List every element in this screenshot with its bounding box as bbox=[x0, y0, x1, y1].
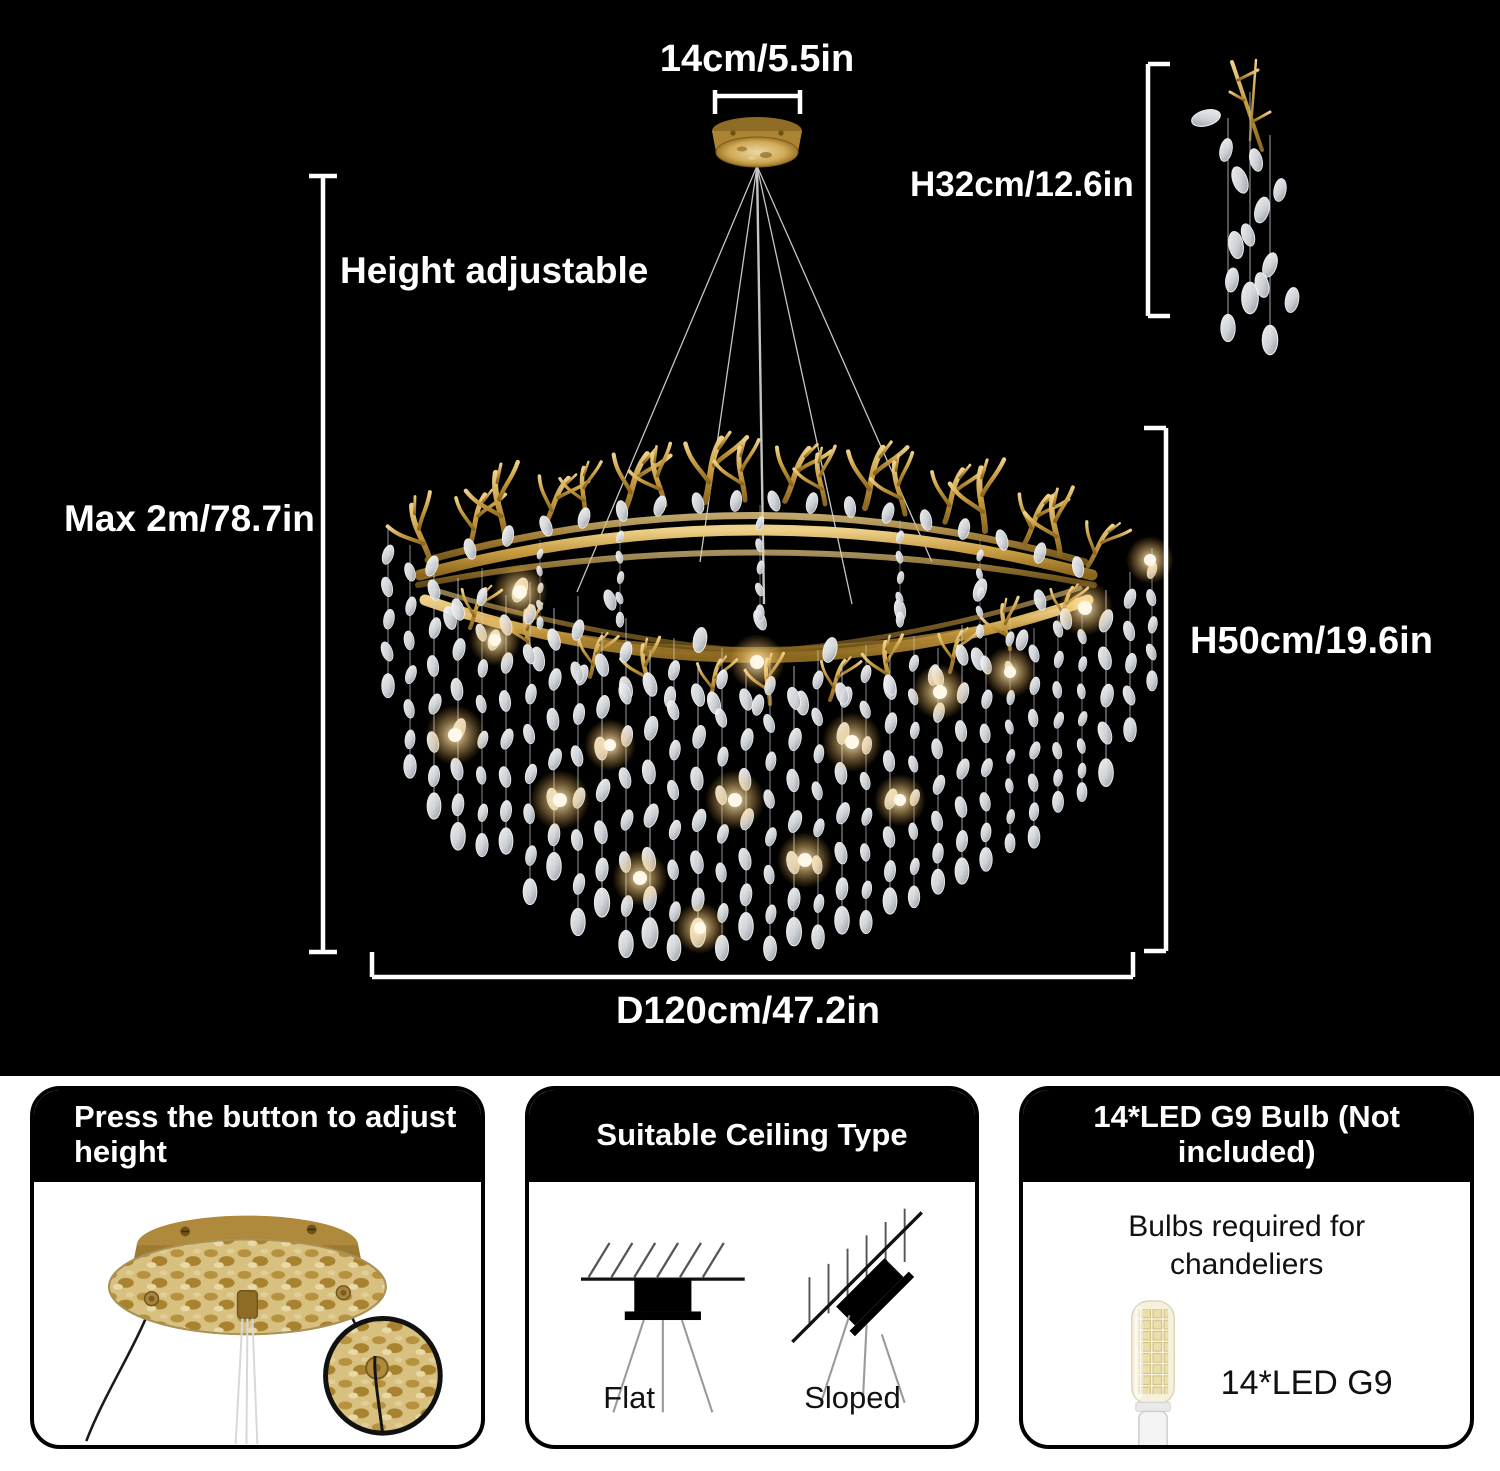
card-adjust-height: Press the button to adjust height bbox=[30, 1086, 485, 1449]
label-height-adjustable: Height adjustable bbox=[340, 250, 649, 291]
ceiling-type-icons bbox=[580, 1208, 923, 1413]
card-adjust-height-title: Press the button to adjust height bbox=[34, 1090, 481, 1182]
zoom-inset bbox=[323, 1315, 443, 1436]
card-ceiling-type-title: Suitable Ceiling Type bbox=[528, 1090, 976, 1182]
dimension-lines bbox=[309, 61, 1170, 980]
sloped-ceiling-icon bbox=[790, 1208, 923, 1404]
label-strand-height: H32cm/12.6in bbox=[910, 165, 1134, 204]
label-flat: Flat bbox=[603, 1380, 655, 1415]
bulb-count-label: 14*LED G9 bbox=[1220, 1363, 1393, 1402]
card-bulb-info: 14*LED G9 Bulb (Not included) Bulbs requ… bbox=[1019, 1086, 1475, 1449]
bulb-note: Bulbs required for chandeliers bbox=[1128, 1210, 1366, 1281]
label-diameter: D120cm/47.2in bbox=[615, 990, 881, 1032]
canopy-detail-illustration bbox=[85, 1215, 443, 1444]
dim-canopy-width bbox=[712, 90, 803, 114]
label-max-height: Max 2m/78.7in bbox=[64, 498, 315, 539]
canopy-photo bbox=[34, 1182, 481, 1445]
flat-ceiling-icon bbox=[580, 1242, 745, 1413]
led-g9-bulb-icon bbox=[1130, 1300, 1175, 1445]
chandelier-photo bbox=[309, 58, 1302, 980]
ceiling-canopy bbox=[712, 117, 802, 168]
dim-diameter bbox=[369, 952, 1136, 980]
label-fixture-height: H50cm/19.6in bbox=[1190, 620, 1433, 662]
label-canopy-width: 14cm/5.5in bbox=[659, 38, 855, 80]
dim-strand-height bbox=[1145, 61, 1170, 319]
info-cards: Press the button to adjust height bbox=[0, 1076, 1500, 1471]
light-glows bbox=[425, 536, 1174, 954]
dim-max-height bbox=[309, 173, 337, 955]
label-sloped: Sloped bbox=[804, 1380, 901, 1415]
card-bulb-title: 14*LED G9 Bulb (Not included) bbox=[1093, 1099, 1400, 1169]
dim-fixture-height bbox=[1144, 425, 1169, 954]
card-ceiling-type: Suitable Ceiling Type bbox=[524, 1086, 980, 1449]
chandelier-scene: 14cm/5.5in H32cm/12.6in Height adjustabl… bbox=[64, 38, 1433, 1032]
strand-detail-photo bbox=[1189, 58, 1302, 356]
